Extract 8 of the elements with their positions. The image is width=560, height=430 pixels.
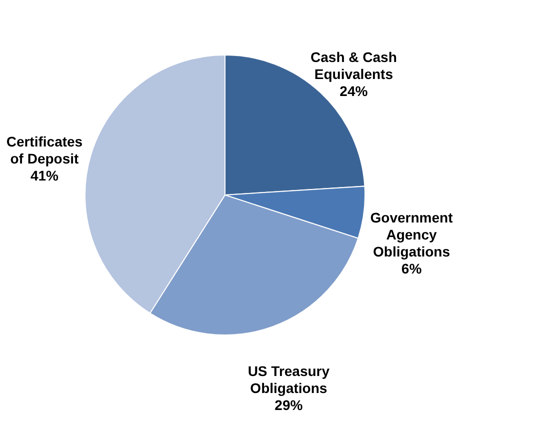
slice-label: Cash & Cash Equivalents bbox=[310, 48, 397, 82]
data-label: 29% bbox=[274, 396, 304, 413]
slice-label: US Treasury Obligations bbox=[248, 362, 330, 396]
slice-label: Certificates of Deposit bbox=[6, 134, 83, 167]
data-label: 6% bbox=[401, 260, 422, 277]
slice-label: Government Agency Obligations bbox=[370, 210, 454, 260]
data-label: 41% bbox=[30, 168, 60, 184]
data-label: 24% bbox=[340, 82, 368, 99]
